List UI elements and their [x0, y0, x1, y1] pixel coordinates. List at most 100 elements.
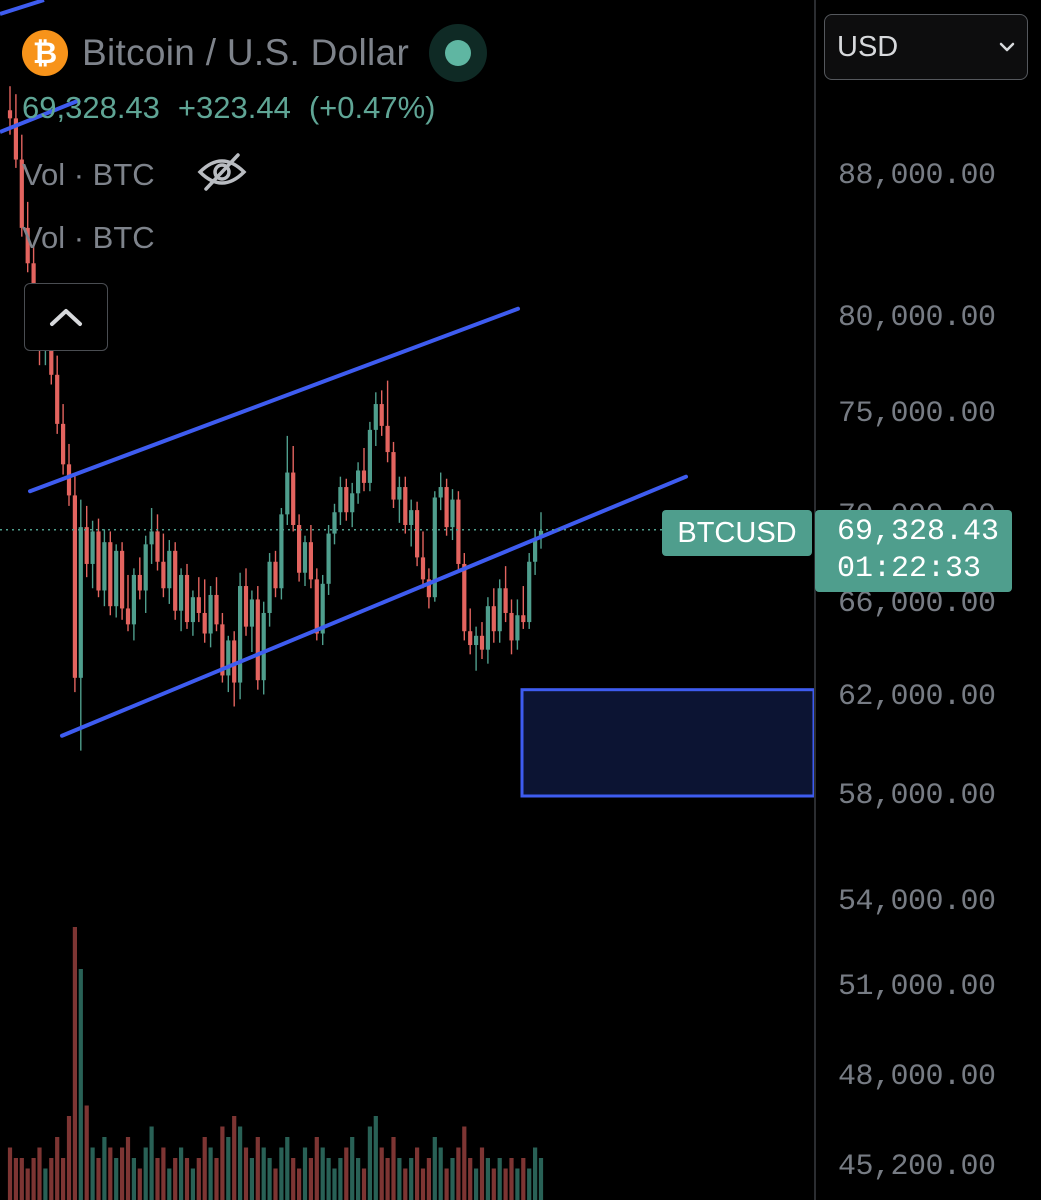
price-change-row: 69,328.43 +323.44 (+0.47%) — [22, 90, 454, 126]
volume-bar — [415, 1147, 420, 1200]
volume-bar — [291, 1158, 296, 1200]
volume-bar — [173, 1158, 178, 1200]
candle-body — [538, 530, 544, 538]
volume-bar — [491, 1168, 496, 1200]
volume-bar — [533, 1147, 538, 1200]
volume-bar — [243, 1147, 249, 1200]
price-axis-tick: 48,000.00 — [838, 1060, 996, 1095]
volume-bar — [285, 1137, 290, 1200]
volume-bar — [137, 1168, 142, 1200]
market-status-indicator — [429, 24, 488, 82]
volume-bar — [114, 1158, 119, 1200]
volume-bar — [426, 1158, 431, 1200]
candle-body — [485, 606, 490, 650]
candle-body — [137, 574, 142, 591]
volume-bar — [326, 1158, 331, 1200]
chevron-down-icon — [999, 42, 1015, 52]
volume-bar — [37, 1147, 42, 1200]
candle-body — [314, 579, 319, 634]
candle-body — [179, 574, 184, 611]
volume-bar — [214, 1158, 219, 1200]
volume-bar — [521, 1158, 526, 1200]
candle-body — [7, 110, 13, 119]
volume-bar — [515, 1168, 520, 1200]
candle-body — [444, 487, 449, 528]
candle-body — [232, 640, 237, 683]
candle-body — [61, 423, 66, 465]
candle-body — [491, 606, 496, 632]
volume-bar — [320, 1147, 325, 1200]
volume-bar — [497, 1158, 502, 1200]
candle-body — [497, 588, 502, 632]
candle-body — [403, 487, 408, 525]
volume-bar — [367, 1126, 372, 1200]
candle-body — [426, 579, 431, 598]
volume-bar — [19, 1158, 24, 1200]
volume-bar — [49, 1158, 54, 1200]
candle-body — [208, 594, 213, 634]
candle-body — [350, 493, 355, 513]
candlestick-chart[interactable] — [0, 0, 815, 1200]
volume-bar — [350, 1137, 355, 1200]
candle-body — [438, 487, 443, 498]
volume-bar — [249, 1158, 254, 1200]
currency-select[interactable]: USD — [824, 14, 1028, 80]
candle-body — [527, 561, 532, 623]
candle-body — [96, 531, 101, 591]
candle-body — [220, 624, 225, 676]
partial-trendline-top[interactable] — [0, 0, 45, 16]
volume-bar — [25, 1168, 30, 1200]
candle-body — [391, 452, 396, 500]
volume-bar — [72, 927, 77, 1200]
candle-body — [273, 561, 278, 589]
collapse-legend-button[interactable] — [24, 283, 108, 351]
volume-bar — [220, 1126, 225, 1200]
volume-bar — [279, 1147, 284, 1200]
candle-body — [78, 527, 83, 678]
candle-body — [238, 586, 243, 683]
volume-bar — [361, 1168, 367, 1200]
candle-body — [279, 514, 284, 589]
volume-bar — [226, 1137, 231, 1200]
volume-bar — [338, 1158, 343, 1200]
ticker-label: BTCUSD — [662, 510, 812, 556]
volume-bar — [184, 1158, 190, 1200]
volume-bar — [167, 1168, 172, 1200]
chevron-up-icon — [50, 309, 82, 326]
candle-body — [155, 531, 160, 562]
eye-off-icon[interactable] — [197, 152, 247, 197]
candle-body — [25, 227, 30, 264]
volume-bar — [202, 1137, 207, 1200]
volume-bar — [179, 1147, 184, 1200]
candle-body — [249, 599, 254, 627]
candle-body — [450, 499, 455, 528]
volume-bar — [55, 1137, 60, 1200]
candle-body — [226, 640, 231, 676]
candle-body — [415, 510, 420, 558]
price-axis-tick: 45,200.00 — [838, 1149, 996, 1184]
volume-study-legend-2: Vol · BTC — [22, 220, 155, 256]
channel-lower-trendline[interactable] — [60, 474, 688, 738]
volume-label: Vol · BTC — [22, 156, 155, 192]
partial-trendline[interactable] — [0, 98, 81, 134]
candle-body — [320, 583, 325, 634]
candle-body — [149, 531, 154, 545]
volume-bar — [267, 1158, 272, 1200]
volume-bar — [161, 1147, 166, 1200]
volume-bar — [120, 1147, 125, 1200]
candle-body — [521, 615, 526, 623]
volume-bar — [409, 1158, 414, 1200]
volume-bar — [261, 1147, 266, 1200]
candle-body — [308, 542, 313, 580]
volume-bar — [332, 1168, 337, 1200]
channel-upper-trendline[interactable] — [28, 306, 520, 494]
candle-body — [332, 512, 337, 534]
price-axis-tick: 66,000.00 — [838, 586, 996, 621]
volume-bar — [356, 1158, 361, 1200]
candle-body — [267, 561, 272, 613]
volume-bar — [391, 1137, 396, 1200]
volume-bar — [527, 1168, 532, 1200]
volume-bar — [479, 1147, 485, 1200]
candle-body — [432, 497, 437, 598]
demand-zone-rectangle[interactable] — [520, 688, 815, 798]
